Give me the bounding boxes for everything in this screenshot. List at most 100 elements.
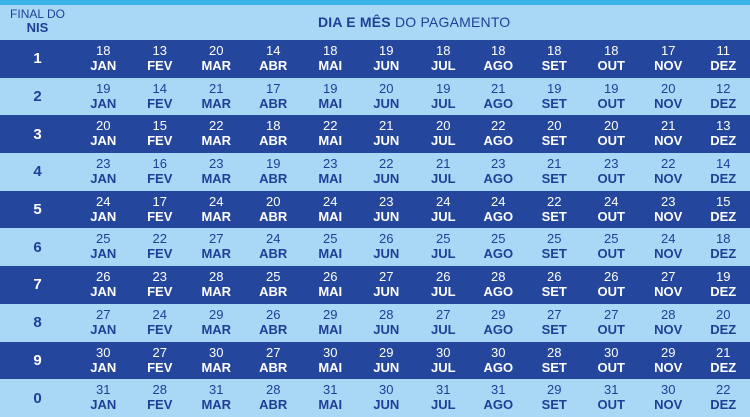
payment-day: 25 [547,231,562,247]
payment-day: 26 [266,306,281,322]
payment-month: OUT [597,208,625,224]
payment-date-cell: 23 MAR [188,153,245,191]
payment-month: AGO [483,133,514,149]
payment-date-cell: 20 JAN [75,115,132,153]
payment-date-cell: 22 MAR [188,115,245,153]
payment-date-cell: 20 JUN [358,78,415,116]
payment-day: 30 [379,382,394,398]
payment-day: 28 [266,382,281,398]
payment-date-cell: 22 MAI [302,115,359,153]
payment-month: MAR [201,246,232,262]
payment-date-cell: 29 SET [526,379,583,417]
payment-day: 20 [96,118,111,134]
payment-month: JUL [430,397,456,413]
payment-month: JUL [430,58,456,73]
payment-date-cell: 27 JAN [75,304,132,342]
table-title: DIA E MÊS DO PAGAMENTO [318,14,510,30]
payment-day: 30 [436,344,451,360]
payment-date-cell: 17 NOV [640,40,697,78]
payment-month: JUL [430,359,456,375]
payment-day: 22 [661,156,676,172]
payment-month: ABR [259,246,288,262]
payment-date-cell: 30 MAI [302,342,359,380]
payment-month: SET [541,397,567,413]
payment-month: JUN [373,246,400,262]
payment-day: 26 [96,269,111,285]
payment-date-cell: 20 MAR [188,40,245,78]
payment-day: 22 [547,193,562,209]
payment-date-cell: 19 OUT [583,78,640,116]
payment-month: JUL [430,284,456,300]
payment-date-cell: 18 ABR [245,115,302,153]
payment-day: 22 [209,118,224,134]
payment-date-cell: 25 JAN [75,228,132,266]
payment-date-cell: 24 OUT [583,191,640,229]
nis-header-line1: FINAL DO [10,7,65,21]
payment-month: SET [541,171,567,187]
payment-day: 27 [379,269,394,285]
nis-final-digit: 2 [33,88,42,106]
payment-date-cell: 24 NOV [640,228,697,266]
payment-day: 31 [436,382,451,398]
payment-month: MAR [201,95,232,111]
payment-month: MAI [318,359,343,375]
payment-day: 31 [323,382,338,398]
payment-date-cell: 28 AGO [470,266,527,304]
payment-day: 23 [379,193,394,209]
payment-date-cell: 22 SET [526,191,583,229]
payment-month: OUT [597,133,625,149]
payment-day: 29 [547,382,562,398]
payment-day: 30 [323,344,338,360]
payment-month: AGO [483,171,514,187]
payment-day: 27 [604,306,619,322]
payment-month: MAR [201,284,232,300]
payment-day: 18 [323,43,338,58]
table-row: 8 27 JAN 24 FEV 29 MAR 26 ABR 29 MAI 28 JUN 27 JUL 29 AG… [0,303,750,342]
payment-month: JAN [90,95,117,111]
table-row: 9 30 JAN 27 FEV 30 MAR 27 ABR 30 MAI 29 JUN 30 JUL 30 AG… [0,341,750,380]
payment-month: NOV [654,58,683,73]
payment-month: JAN [90,321,117,337]
payment-date-cell: 21 SET [526,153,583,191]
payment-month: JUN [373,321,400,337]
payment-date-cell: 27 OUT [583,304,640,342]
table-row: 4 23 JAN 16 FEV 23 MAR 19 ABR 23 MAI 22 JUN 21 JUL 23 AG… [0,153,750,191]
payment-day: 19 [547,80,562,96]
payment-month: JAN [90,208,117,224]
payment-day: 27 [266,344,281,360]
payment-date-cell: 25 JUL [415,228,472,266]
payment-month: SET [541,359,567,375]
payment-date-cell: 20 JUL [415,115,472,153]
payment-date-cell: 15 DEZ [695,191,750,229]
payment-day: 18 [436,43,451,58]
payment-date-cell: 27 MAR [188,228,245,266]
payment-day: 19 [716,269,731,285]
payment-month: SET [541,208,567,224]
payment-date-cell: 18 OUT [583,40,640,78]
payment-day: 22 [379,156,394,172]
payment-date-cell: 25 AGO [470,228,527,266]
payment-date-cell: 24 FEV [132,304,189,342]
payment-date-cell: 21 NOV [640,115,697,153]
payment-date-cell: 20 OUT [583,115,640,153]
payment-date-cell: 17 ABR [245,78,302,116]
payment-day: 14 [152,80,167,96]
payment-date-cell: 30 JUN [358,379,415,417]
payment-day: 27 [96,306,111,322]
table-title-bold: DIA E MÊS [318,14,391,30]
payment-month: JUN [373,58,400,73]
payment-date-cell: 24 MAI [302,191,359,229]
payment-month: JAN [90,171,117,187]
payment-month: JUN [373,133,400,149]
payment-month: FEV [147,133,173,149]
payment-date-cell: 30 JAN [75,342,132,380]
payment-month: DEZ [710,208,737,224]
payment-date-cell: 22 DEZ [695,379,750,417]
payment-day: 17 [266,80,281,96]
payment-month: MAI [318,246,343,262]
payment-date-cell: 23 AGO [470,153,527,191]
payment-day: 20 [436,118,451,134]
payment-month: JAN [90,284,117,300]
payment-day: 21 [716,344,731,360]
payment-day: 22 [716,382,731,398]
